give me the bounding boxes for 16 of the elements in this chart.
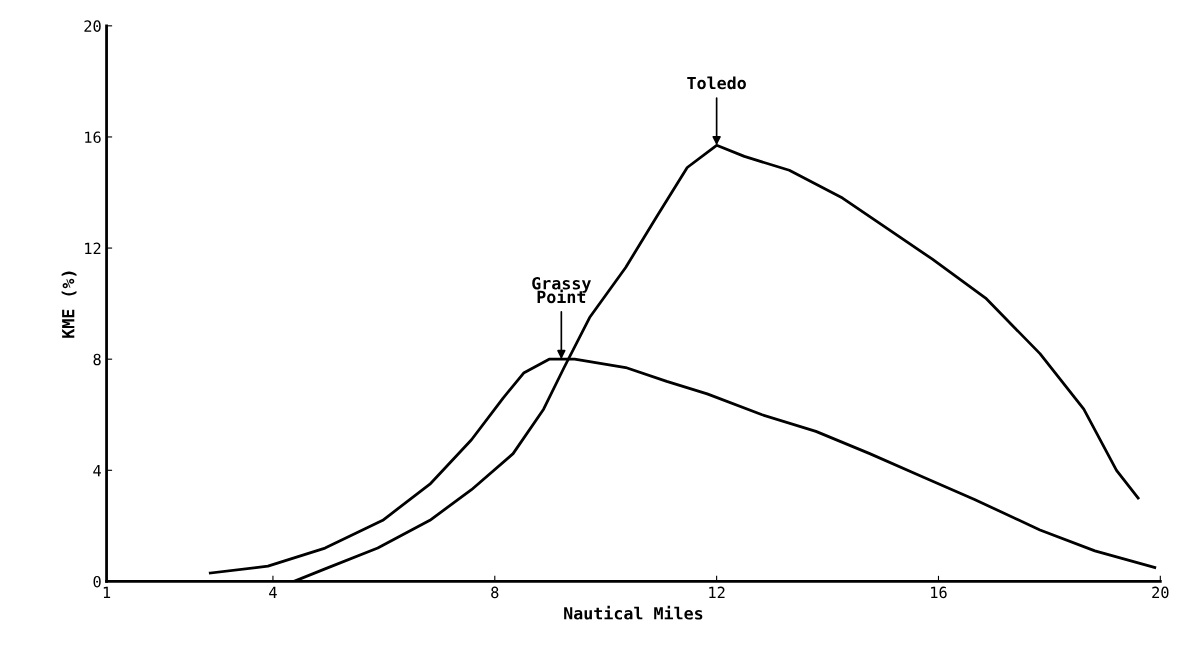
y-tick-label: 12 [85, 242, 101, 254]
x-tick-label: 1 [103, 586, 111, 598]
y-tick-label: 8 [93, 353, 101, 366]
annotation: Grassy Point [532, 276, 591, 304]
x-tick-label: 16 [931, 586, 947, 599]
x-tick-label: 12 [709, 586, 725, 598]
y-tick-label: 0 [93, 575, 101, 588]
x-tick-label: 4 [269, 586, 277, 598]
y-tick-label: 4 [93, 464, 101, 477]
x-axis-title: Nautical Miles [564, 605, 703, 620]
y-axis-title: KME (%) [61, 271, 77, 338]
annotation: Toledo [687, 76, 746, 90]
x-tick-label: 20 [1152, 586, 1169, 599]
x-tick-label: 8 [491, 586, 499, 599]
y-tick-label: 20 [84, 20, 101, 32]
y-tick-label: 16 [85, 131, 101, 144]
